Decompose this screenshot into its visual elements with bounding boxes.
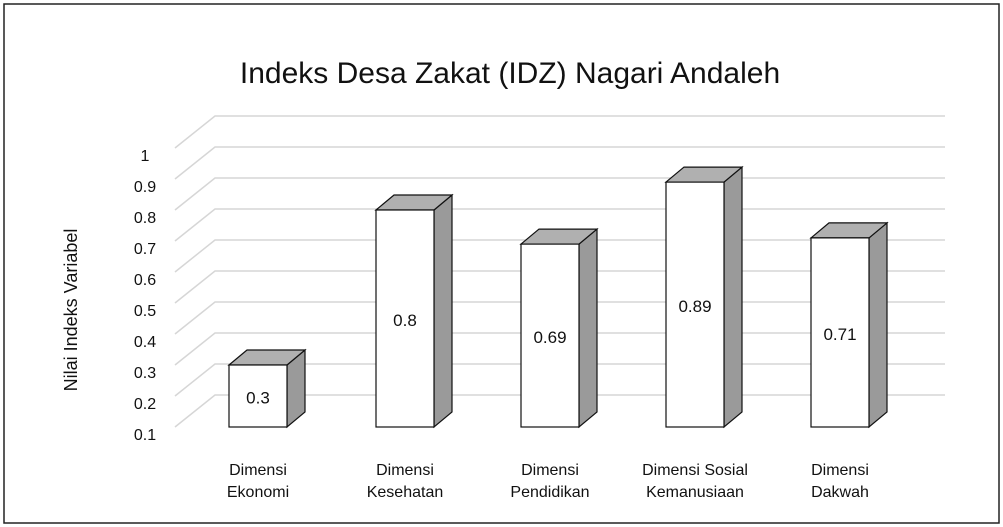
bar [809, 221, 889, 429]
y-tick-label: 0.9 [134, 179, 156, 196]
bar-side [578, 227, 598, 429]
y-tick-label: 0.1 [134, 427, 156, 444]
bar-front [665, 181, 725, 428]
grid-line [174, 115, 945, 149]
x-tick-label: Dimensi Ekonomi [226, 462, 290, 501]
y-tick-label: 0.8 [134, 210, 156, 227]
grid-line [174, 146, 945, 180]
bar-front [228, 364, 288, 428]
x-tick-label: Dimensi Dakwah [811, 462, 869, 501]
bar-side [433, 193, 453, 429]
x-tick-label: Dimensi Sosial Kemanusiaan [642, 462, 748, 501]
bar [227, 348, 307, 429]
bar [519, 227, 599, 429]
y-tick-label: 1 [141, 148, 150, 165]
data-label: 0.71 [823, 325, 856, 344]
chart-title: Indeks Desa Zakat (IDZ) Nagari Andaleh [240, 57, 780, 90]
bar [374, 193, 454, 429]
x-tick-label: Dimensi Pendidikan [510, 462, 590, 501]
y-tick-label: 0.2 [134, 396, 156, 413]
data-label: 0.8 [393, 311, 417, 330]
y-tick-label: 0.7 [134, 241, 156, 258]
y-tick-label: 0.4 [134, 334, 156, 351]
x-tick-label: Dimensi Kesehatan [366, 462, 444, 501]
data-label: 0.89 [678, 297, 711, 316]
y-tick-label: 0.5 [134, 303, 156, 320]
y-tick-label: 0.3 [134, 365, 156, 382]
y-tick-label: 0.6 [134, 272, 156, 289]
bar-side [868, 221, 888, 429]
bar-front [520, 243, 580, 428]
bar-side [723, 165, 743, 429]
bar-front [810, 237, 870, 428]
data-label: 0.69 [533, 328, 566, 347]
y-axis-label: Nilai Indeks Variabel [61, 229, 81, 392]
bar-front [375, 209, 435, 428]
data-label: 0.3 [246, 388, 270, 407]
bar [664, 165, 744, 429]
